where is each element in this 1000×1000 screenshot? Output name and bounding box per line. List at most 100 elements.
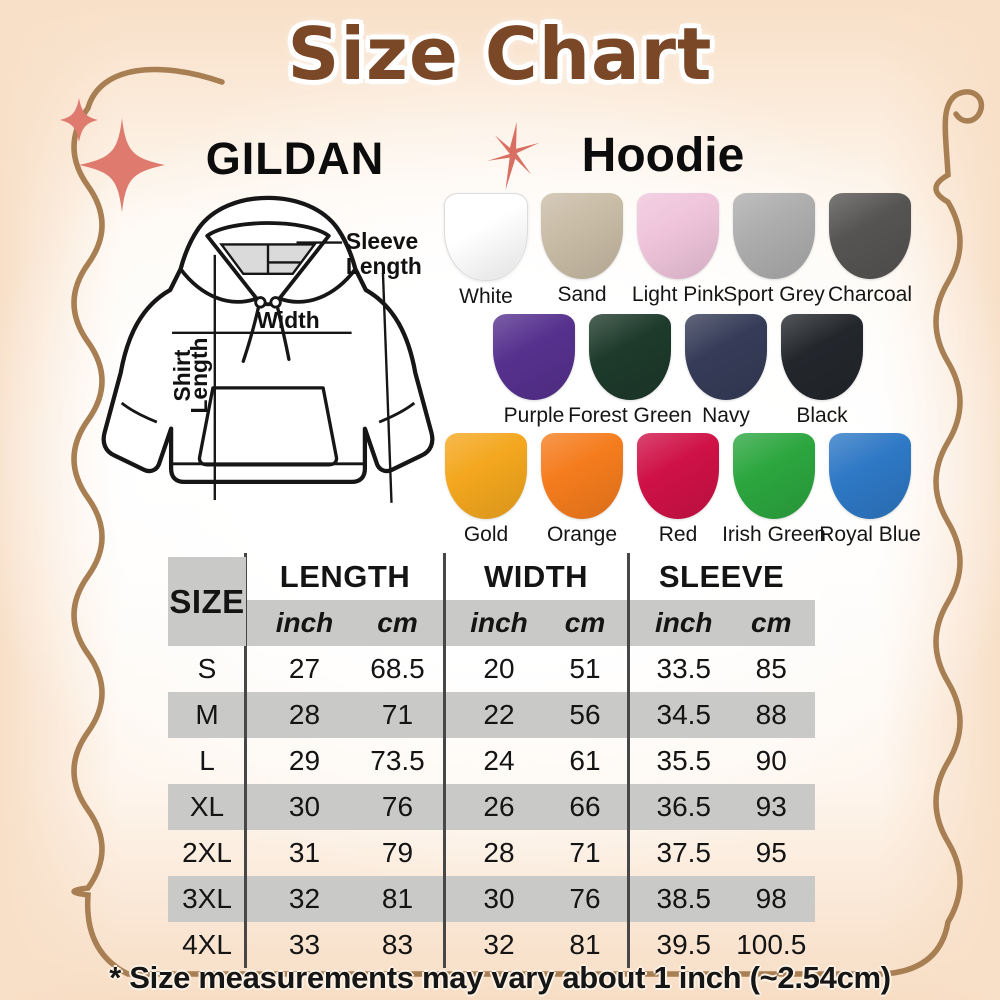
sport-grey-swatch	[733, 193, 815, 279]
white-swatch	[444, 193, 528, 281]
starburst-spike	[505, 153, 516, 191]
measurement-value: 81	[569, 929, 601, 960]
measurement-value: 20	[483, 653, 515, 684]
color-name-label: Red	[658, 523, 698, 546]
measurement-value: 22	[483, 699, 515, 730]
color-name-label: Navy	[702, 404, 750, 427]
starburst-spike	[513, 142, 540, 155]
measurement-value: 93	[755, 791, 787, 822]
measurement-value: 36.5	[656, 791, 712, 822]
measurement-value: 35.5	[656, 745, 712, 776]
grommet-right	[269, 296, 282, 309]
measurement-group: 28 71	[444, 830, 628, 876]
measurement-value: 85	[755, 653, 787, 684]
measurement-value: 34.5	[656, 699, 712, 730]
starburst-spike	[487, 153, 513, 161]
measurement-value: 71	[569, 837, 601, 868]
color-name-label: Gold	[463, 523, 509, 546]
measurement-value: 32	[483, 929, 515, 960]
size-label: M	[195, 699, 219, 730]
size-label: XL	[189, 791, 225, 822]
starburst-spike	[512, 152, 531, 175]
sleeve-group-header: SLEEVE	[658, 558, 785, 594]
color-item-charcoal: Charcoal	[827, 193, 913, 308]
measurement-group: 30 76	[246, 784, 444, 830]
color-item-royal-blue: Royal Blue	[819, 433, 921, 546]
width-label: Width	[257, 307, 320, 333]
measurement-group: 34.5 88	[628, 692, 815, 738]
color-item-white: White	[444, 193, 528, 308]
size-disclaimer-note: * Size measurements may vary about 1 inc…	[109, 960, 891, 995]
color-name-label: Forest Green	[568, 404, 692, 427]
unit-cm-label: cm	[751, 607, 792, 638]
sand-swatch	[541, 193, 623, 279]
size-row-L: L 29 73.5 24 61 35.5 90	[168, 738, 815, 784]
table-body: S 27 68.5 20 51 33.5 85 M 28 71 22 56 34.5 88 L 29 73.5 2…	[168, 646, 815, 968]
measurement-group: 38.5 98	[628, 876, 815, 922]
measurement-value: 30	[288, 791, 321, 822]
charcoal-swatch	[829, 193, 911, 279]
measurement-value: 79	[381, 837, 414, 868]
table-group-header-row: LENGTH WIDTH SLEEVE	[168, 553, 815, 600]
color-name-label: Light Pink	[631, 283, 725, 306]
size-table: SIZE LENGTH WIDTH SLEEVE inch cm inch cm…	[168, 553, 815, 968]
royal-blue-swatch	[829, 433, 911, 519]
color-name-label: White	[459, 285, 513, 308]
measurement-value: 29	[288, 745, 321, 776]
navy-swatch	[685, 314, 767, 400]
measurement-value: 88	[755, 699, 787, 730]
size-row-S: S 27 68.5 20 51 33.5 85	[168, 646, 815, 692]
sleeve-label-line2: Length	[346, 253, 422, 279]
color-name-label: Charcoal	[827, 283, 913, 306]
measurement-value: 51	[569, 653, 601, 684]
measurement-group: 28 71	[246, 692, 444, 738]
color-row: Gold Orange Red Irish Green Royal Blue	[428, 433, 928, 546]
kangaroo-pocket	[197, 386, 339, 467]
length-unit-headers: inch cm	[246, 600, 444, 646]
light-pink-swatch	[637, 193, 719, 279]
red-swatch	[637, 433, 719, 519]
size-row-XL: XL 30 76 26 66 36.5 93	[168, 784, 815, 830]
hoodie-measurement-diagram: Sleeve Length Width Shirt Length	[101, 195, 435, 503]
grommet-left	[254, 296, 267, 309]
width-unit-headers: inch cm	[444, 600, 628, 646]
product-name: Hoodie	[581, 129, 745, 182]
unit-inch-label: inch	[275, 607, 334, 638]
measurement-group: 20 51	[444, 646, 628, 692]
measurement-value: 68.5	[370, 653, 425, 684]
sleeve-unit-headers: inch cm	[628, 600, 815, 646]
color-name-label: Royal Blue	[819, 523, 921, 546]
gold-swatch	[445, 433, 527, 519]
measurement-value: 83	[381, 929, 414, 960]
color-item-forest-green: Forest Green	[568, 314, 692, 427]
sleeve-label-line1: Sleeve	[346, 228, 418, 254]
length-group-header: LENGTH	[279, 558, 411, 594]
measurement-group: 36.5 93	[628, 784, 815, 830]
color-item-sand: Sand	[541, 193, 623, 308]
measurement-value: 81	[381, 883, 414, 914]
measurement-value: 31	[288, 837, 321, 868]
measurement-value: 56	[569, 699, 601, 730]
measurement-group: 24 61	[444, 738, 628, 784]
color-row: White Sand Light Pink Sport Grey Charcoal	[428, 193, 928, 308]
measurement-value: 76	[381, 791, 414, 822]
color-row: Purple Forest Green Navy Black	[428, 314, 928, 427]
measurement-value: 73.5	[370, 745, 425, 776]
color-name-label: Orange	[546, 523, 618, 546]
size-label: S	[197, 653, 217, 684]
black-swatch	[781, 314, 863, 400]
measurement-value: 38.5	[656, 883, 712, 914]
measurement-value: 24	[483, 745, 515, 776]
color-swatch-panel: White Sand Light Pink Sport Grey Charcoal Pur…	[428, 193, 928, 552]
irish-green-swatch	[733, 433, 815, 519]
unit-cm-label: cm	[564, 607, 606, 638]
size-label: 3XL	[182, 883, 232, 914]
measurement-group: 22 56	[444, 692, 628, 738]
measurement-value: 39.5	[656, 929, 712, 960]
purple-swatch	[493, 314, 575, 400]
measurement-group: 32 81	[246, 876, 444, 922]
color-item-sport-grey: Sport Grey	[723, 193, 825, 308]
size-label: 2XL	[182, 837, 232, 868]
measurement-value: 66	[569, 791, 601, 822]
table-divider	[627, 553, 630, 968]
